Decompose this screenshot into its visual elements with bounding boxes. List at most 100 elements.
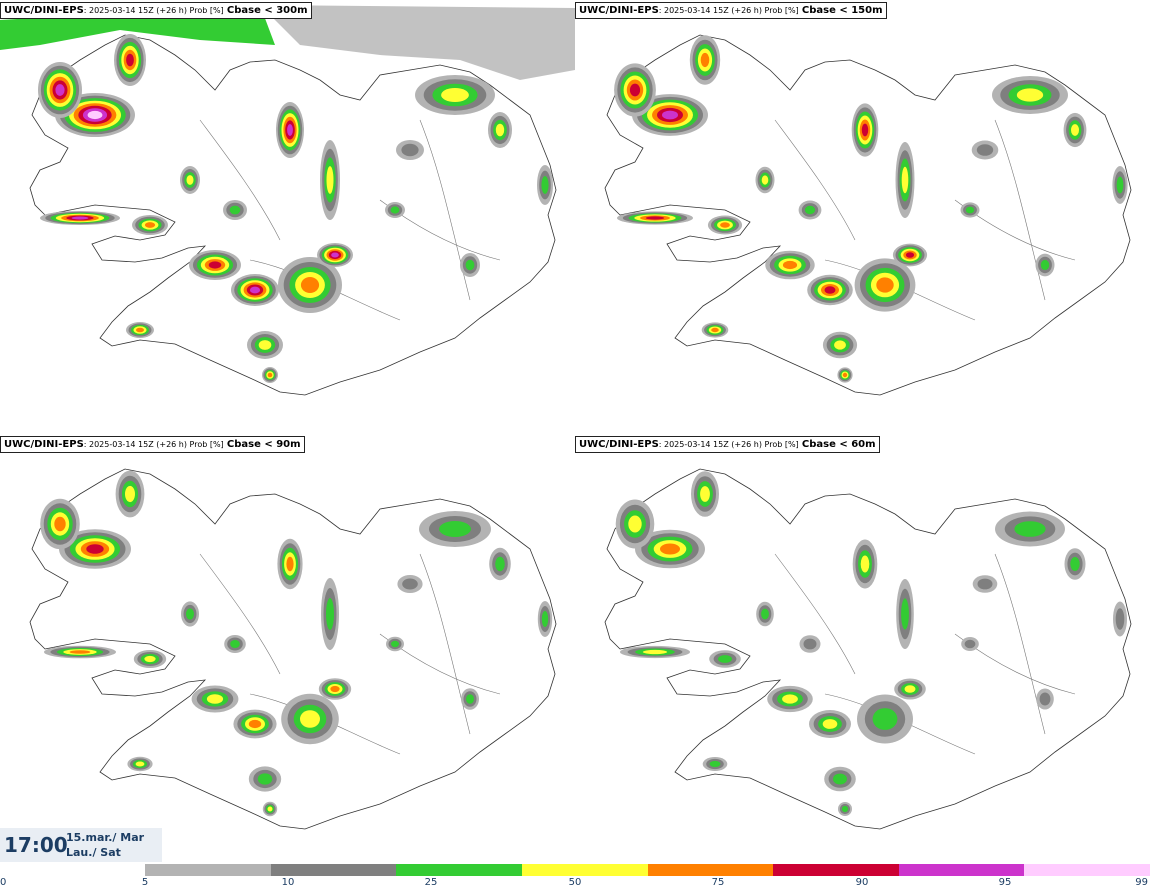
colorbar-tick-label: 90 (855, 877, 869, 888)
probability-contour (86, 544, 104, 554)
probability-contour (824, 286, 836, 294)
probability-contour (782, 694, 798, 704)
panel-title: UWC/DINI-EPS: 2025-03-14 15Z (+26 h) Pro… (0, 2, 312, 19)
map-panel-60m: UWC/DINI-EPS: 2025-03-14 15Z (+26 h) Pro… (575, 434, 1150, 868)
probability-contour (660, 543, 680, 555)
probability-contour (439, 521, 471, 537)
probability-contour (804, 205, 816, 215)
probability-contour (495, 123, 505, 137)
probability-contour (1040, 259, 1050, 271)
probability-contour (541, 176, 549, 194)
iceland-probability-map (604, 34, 1132, 396)
probability-contour (1016, 88, 1044, 102)
probability-contour (964, 639, 976, 649)
probability-contour (402, 578, 418, 590)
probability-contour (144, 655, 156, 663)
probability-contour (286, 556, 294, 572)
probability-contour (249, 286, 261, 294)
probability-contour (326, 166, 334, 194)
colorbar-segment (1024, 864, 1150, 876)
colorbar-segment (773, 864, 899, 876)
probability-contour (720, 222, 730, 228)
panel-title: UWC/DINI-EPS: 2025-03-14 15Z (+26 h) Pro… (575, 436, 880, 453)
probability-contour (87, 110, 103, 120)
probability-contour (287, 124, 293, 136)
probability-contour (904, 685, 916, 693)
map-panel-300m: UWC/DINI-EPS: 2025-03-14 15Z (+26 h) Pro… (0, 0, 575, 434)
colorbar-tick-label: 0 (0, 877, 7, 888)
probability-contour (834, 340, 846, 350)
iceland-probability-map (604, 468, 1132, 830)
coastline (29, 34, 557, 396)
colorbar-segment (521, 864, 648, 876)
probability-contour (125, 485, 135, 503)
probability-contour (645, 216, 665, 220)
probability-contour (248, 719, 262, 729)
probability-contour (833, 773, 847, 785)
probability-contour (700, 52, 710, 68)
probability-contour (326, 598, 334, 630)
probability-contour (441, 88, 469, 102)
probability-contour (628, 515, 642, 533)
probability-contour (901, 598, 909, 630)
probability-contour (872, 708, 898, 730)
probability-contour (822, 719, 838, 729)
probability-contour (331, 252, 339, 258)
colorbar-tick-label: 99 (1135, 877, 1148, 888)
probability-contour (629, 83, 641, 97)
probability-contour (1116, 176, 1124, 194)
probability-contour (208, 261, 222, 269)
probability-contour (1039, 692, 1051, 706)
probability-contour (977, 578, 993, 590)
probability-contour (401, 143, 419, 157)
probability-contour (842, 372, 848, 378)
probability-contour (1115, 608, 1125, 630)
probability-contour (761, 608, 769, 620)
probability-contour (230, 640, 240, 648)
probability-contour (186, 175, 194, 185)
probability-contour (1014, 521, 1046, 537)
colorbar-ticks: 0 5 10 25 50 75 90 95 99 (0, 877, 1150, 891)
probability-contour (905, 252, 915, 258)
probability-contour (300, 277, 320, 293)
probability-contour (71, 216, 89, 220)
valid-time-box: 17:00 15.mar./ Mar Lau./ Sat (0, 828, 162, 862)
probability-contour (1070, 557, 1080, 571)
colorbar-tick-label: 95 (998, 877, 1012, 888)
probability-contour (495, 556, 505, 572)
probability-contour (466, 694, 474, 704)
probability-contour (976, 144, 994, 156)
probability-contour (186, 608, 194, 620)
probability-contour (662, 110, 678, 120)
probability-contour (700, 486, 710, 502)
panel-title: UWC/DINI-EPS: 2025-03-14 15Z (+26 h) Pro… (575, 2, 887, 19)
probability-colorbar (145, 864, 1150, 876)
probability-contour (55, 84, 65, 96)
colorbar-tick-label: 5 (141, 877, 149, 888)
probability-contour (541, 611, 549, 627)
colorbar-segment (270, 864, 397, 876)
coastline (604, 468, 1132, 830)
probability-contour (465, 259, 475, 271)
colorbar-tick-label: 10 (281, 877, 295, 888)
probability-contour (782, 260, 798, 270)
probability-contour (258, 340, 272, 350)
colorbar-tick-label: 75 (711, 877, 725, 888)
valid-time: 17:00 (4, 833, 68, 857)
colorbar-segment (898, 864, 1025, 876)
probability-contour (136, 327, 144, 333)
valid-date: 15.mar./ Mar (66, 831, 145, 844)
probability-contour (841, 805, 849, 813)
probability-contour (761, 175, 769, 185)
probability-contour (1071, 124, 1079, 136)
probability-contour (144, 222, 156, 228)
probability-contour (126, 53, 134, 67)
probability-contour (54, 516, 66, 532)
valid-weekday: Lau./ Sat (66, 846, 121, 859)
probability-contour (901, 166, 909, 194)
probability-contour (390, 206, 400, 214)
coastline (29, 468, 557, 830)
probability-contour (709, 760, 721, 768)
probability-contour (257, 773, 273, 785)
map-panel-90m: UWC/DINI-EPS: 2025-03-14 15Z (+26 h) Pro… (0, 434, 575, 868)
